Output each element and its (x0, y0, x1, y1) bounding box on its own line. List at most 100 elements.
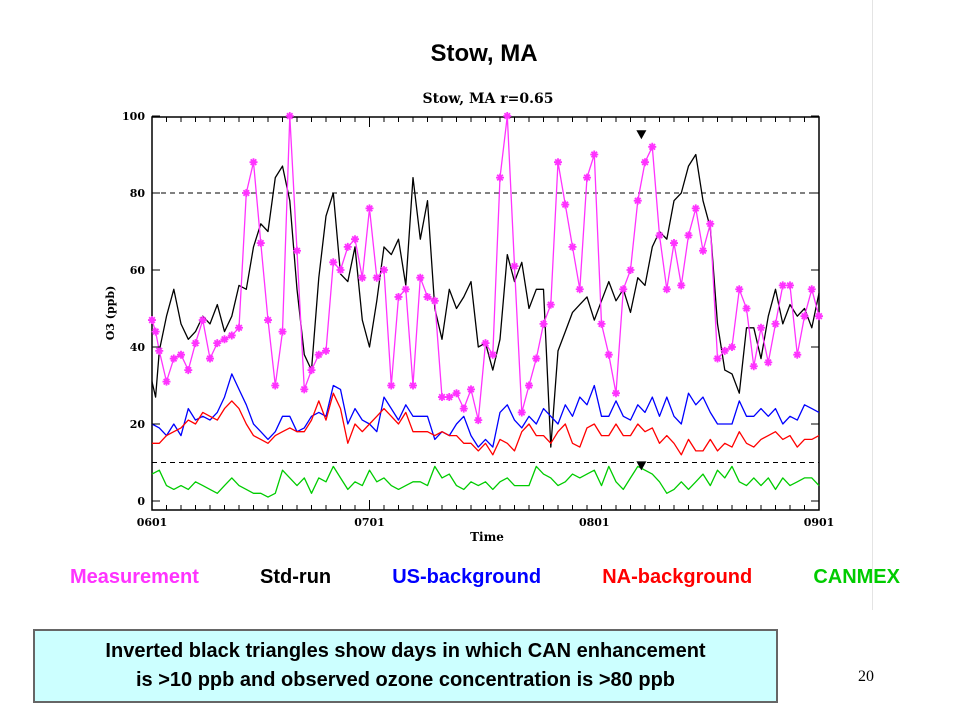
measurement-point (561, 200, 570, 209)
measurement-point (307, 366, 316, 375)
measurement-point (583, 173, 591, 182)
measurement-point (488, 350, 497, 359)
measurement-point (699, 246, 707, 255)
measurement-point (670, 239, 678, 248)
measurement-point (626, 266, 635, 274)
measurement-point (271, 381, 280, 390)
measurement-point (423, 292, 432, 301)
measurement-point (227, 331, 236, 340)
measurement-point (459, 404, 468, 413)
measurement-point (786, 281, 794, 290)
measurement-point (351, 235, 359, 244)
measurement-point (430, 296, 439, 305)
measurement-point (416, 273, 425, 282)
y-tick-label-4: 80 (130, 187, 146, 200)
measurement-point (278, 327, 287, 336)
measurement-point (235, 323, 243, 332)
measurement-point (496, 173, 504, 182)
measurement-point (793, 350, 802, 359)
measurement-point (800, 312, 809, 321)
measurement-point (778, 281, 787, 290)
measurement-point (662, 285, 671, 294)
slide-number: 20 (858, 668, 874, 685)
measurement-point (452, 389, 461, 398)
measurement-point (169, 354, 178, 363)
measurement-point (151, 327, 160, 336)
y-axis-label: O3 (ppb) (104, 286, 117, 341)
measurement-point (677, 281, 686, 290)
measurement-point (474, 416, 483, 425)
legend: Measurement Std-run US-background NA-bac… (70, 566, 900, 589)
measurement-point (597, 319, 606, 328)
series-line-na-background (152, 392, 820, 456)
measurement-point (655, 231, 664, 240)
measurement-point (322, 346, 330, 355)
measurement-point (467, 385, 475, 394)
x-tick-label-2: 0801 (579, 516, 610, 529)
measurement-point (604, 350, 613, 359)
measurement-point (525, 381, 533, 390)
measurement-point (691, 204, 700, 213)
measurement-point (162, 377, 171, 386)
measurement-point (481, 339, 490, 348)
ozone-time-series-chart: Stow, MA r=0.65 O3 (ppb) Time 0 20 40 60 80 1… (104, 91, 834, 544)
series-line-std-run (151, 153, 820, 448)
y-tick-label-0: 0 (137, 495, 145, 508)
legend-na-background: NA-background (602, 566, 753, 588)
measurement-point (575, 285, 584, 294)
reference-lines (152, 192, 819, 463)
measurement-point (438, 393, 446, 402)
measurement-point (191, 339, 200, 348)
measurement-point (641, 158, 649, 167)
measurement-point (336, 266, 345, 274)
measurement-point (198, 316, 207, 325)
measurement-point (815, 312, 823, 321)
series-line-canmex (151, 465, 820, 498)
measurement-point (387, 381, 396, 390)
measurement-point (684, 231, 693, 240)
measurement-point (242, 189, 251, 197)
measurement-point (358, 273, 367, 282)
measurement-point (633, 196, 642, 205)
measurement-point (285, 112, 294, 120)
measurement-point (590, 150, 599, 159)
measurement-point (372, 273, 381, 282)
x-tick-label-1: 0701 (354, 516, 385, 529)
measurement-point (568, 242, 577, 251)
legend-us-background: US-background (392, 566, 542, 588)
measurement-point (713, 354, 722, 363)
measurement-point (343, 242, 352, 251)
slide-title: Stow, MA (430, 40, 538, 67)
measurement-point (314, 350, 323, 359)
marker-layer (636, 130, 647, 471)
plot-frame (151, 116, 820, 511)
y-tick-label-5: 100 (122, 110, 145, 123)
measurement-point (184, 366, 193, 375)
measurement-point (249, 158, 258, 167)
measurement-point (612, 389, 620, 398)
legend-measurement: Measurement (70, 566, 199, 588)
series-layer (148, 112, 823, 498)
measurement-point (510, 262, 519, 271)
measurement-point (807, 285, 816, 294)
measurement-point (380, 266, 388, 274)
slide-divider (872, 0, 873, 610)
note-line-2: is >10 ppb and observed ozone concentrat… (135, 669, 675, 691)
y-tick-label-3: 60 (130, 264, 146, 277)
measurement-point (365, 204, 374, 213)
measurement-point (648, 142, 657, 151)
measurement-point (300, 385, 309, 394)
measurement-point (220, 335, 229, 344)
measurement-point (771, 319, 780, 328)
measurement-point (264, 316, 272, 325)
inverted-triangle-marker-0 (636, 130, 647, 140)
x-tick-label-3: 0901 (804, 516, 835, 529)
axis-ticks: 0 20 40 60 80 100 0601 0701 0801 0901 (122, 110, 834, 529)
measurement-point (445, 393, 454, 402)
measurement-point (148, 316, 156, 325)
measurement-point (177, 350, 185, 359)
measurement-point (517, 408, 526, 417)
measurement-point (401, 285, 410, 294)
measurement-point (213, 339, 222, 348)
legend-std-run: Std-run (260, 566, 332, 588)
